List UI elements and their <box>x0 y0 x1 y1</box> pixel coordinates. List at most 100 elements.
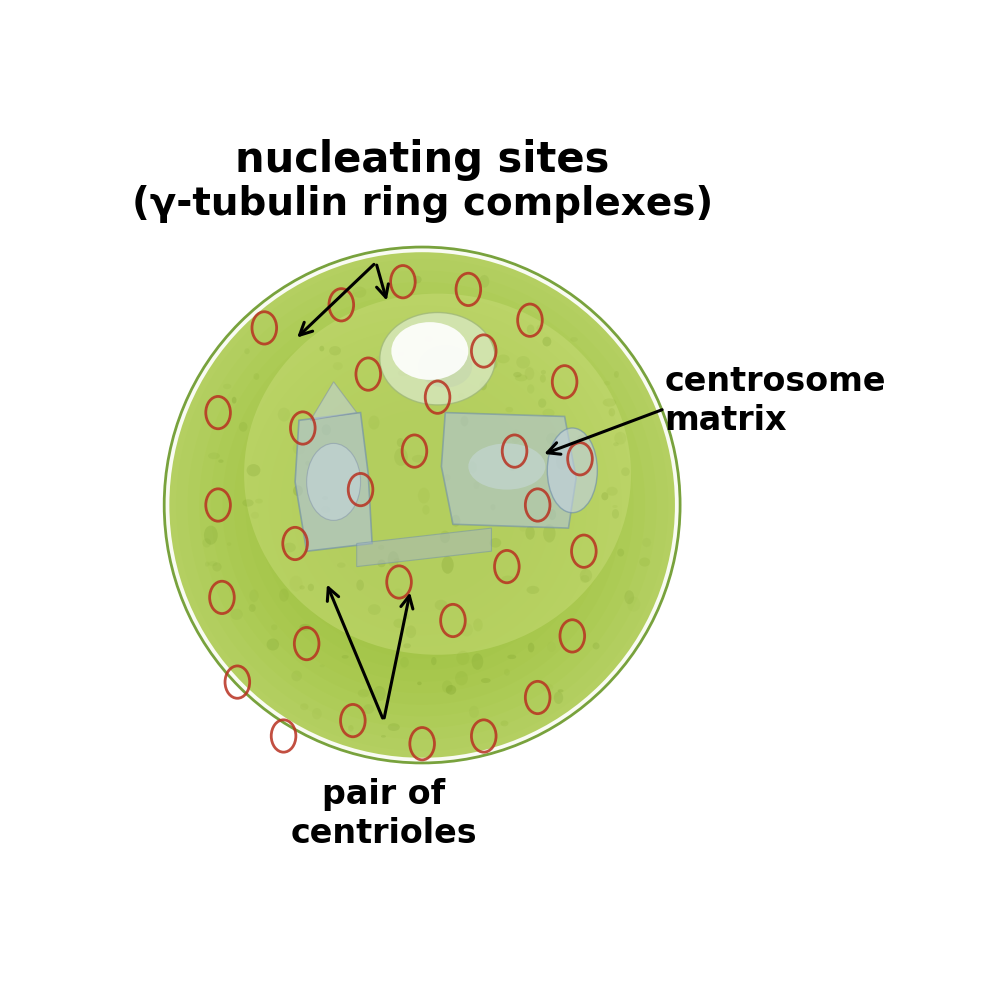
Ellipse shape <box>511 430 521 443</box>
Ellipse shape <box>280 363 564 647</box>
Ellipse shape <box>289 576 302 592</box>
Ellipse shape <box>468 706 478 718</box>
Ellipse shape <box>627 597 640 612</box>
Ellipse shape <box>525 526 535 540</box>
Polygon shape <box>310 382 356 420</box>
Polygon shape <box>441 413 576 528</box>
Ellipse shape <box>540 374 546 383</box>
Ellipse shape <box>203 538 211 547</box>
Ellipse shape <box>455 651 469 665</box>
Ellipse shape <box>303 386 541 624</box>
Ellipse shape <box>579 569 592 582</box>
Ellipse shape <box>542 409 554 417</box>
Ellipse shape <box>208 561 218 566</box>
Ellipse shape <box>367 604 380 615</box>
Ellipse shape <box>441 556 453 574</box>
Ellipse shape <box>199 282 645 728</box>
Ellipse shape <box>507 655 516 659</box>
Ellipse shape <box>412 276 421 283</box>
Ellipse shape <box>279 589 289 602</box>
Ellipse shape <box>614 371 618 378</box>
Ellipse shape <box>417 488 429 504</box>
Ellipse shape <box>504 669 510 676</box>
Ellipse shape <box>642 538 651 547</box>
Ellipse shape <box>257 340 587 670</box>
Ellipse shape <box>540 684 553 691</box>
Ellipse shape <box>445 685 455 695</box>
Ellipse shape <box>557 689 563 692</box>
Ellipse shape <box>556 453 567 470</box>
Ellipse shape <box>528 643 534 652</box>
Ellipse shape <box>319 346 324 351</box>
Ellipse shape <box>473 482 478 489</box>
Ellipse shape <box>249 589 259 602</box>
Ellipse shape <box>377 560 385 567</box>
Ellipse shape <box>393 588 402 600</box>
Ellipse shape <box>444 361 456 378</box>
Ellipse shape <box>305 461 310 466</box>
Ellipse shape <box>411 455 424 463</box>
Ellipse shape <box>239 422 247 432</box>
Ellipse shape <box>320 506 330 513</box>
Ellipse shape <box>223 384 231 389</box>
Ellipse shape <box>393 558 400 562</box>
Ellipse shape <box>251 512 259 519</box>
Ellipse shape <box>337 562 345 568</box>
Ellipse shape <box>457 393 464 399</box>
Ellipse shape <box>291 671 302 681</box>
Ellipse shape <box>253 373 259 380</box>
Ellipse shape <box>500 576 514 584</box>
Ellipse shape <box>205 562 209 567</box>
Ellipse shape <box>513 372 522 377</box>
Ellipse shape <box>278 408 290 421</box>
Ellipse shape <box>211 293 633 717</box>
Ellipse shape <box>234 317 610 693</box>
Ellipse shape <box>592 642 599 649</box>
Ellipse shape <box>188 270 656 740</box>
Ellipse shape <box>536 325 543 331</box>
Ellipse shape <box>505 407 513 412</box>
Ellipse shape <box>244 348 250 354</box>
Ellipse shape <box>439 531 449 543</box>
Ellipse shape <box>606 487 617 496</box>
Ellipse shape <box>617 549 624 557</box>
Ellipse shape <box>541 370 546 374</box>
Ellipse shape <box>468 462 476 473</box>
Ellipse shape <box>546 433 558 445</box>
Ellipse shape <box>416 682 421 685</box>
Ellipse shape <box>500 721 508 726</box>
Ellipse shape <box>547 428 597 513</box>
Ellipse shape <box>299 624 310 631</box>
Ellipse shape <box>378 545 384 550</box>
Ellipse shape <box>394 448 407 466</box>
Ellipse shape <box>397 370 407 376</box>
Ellipse shape <box>526 586 539 594</box>
Ellipse shape <box>602 398 616 407</box>
Text: nucleating sites: nucleating sites <box>235 139 609 181</box>
Text: centrosome
matrix: centrosome matrix <box>664 365 886 437</box>
Ellipse shape <box>341 655 348 659</box>
Ellipse shape <box>396 438 403 447</box>
Ellipse shape <box>418 345 471 388</box>
Ellipse shape <box>227 542 231 546</box>
Ellipse shape <box>460 416 467 426</box>
Ellipse shape <box>624 590 634 604</box>
Ellipse shape <box>363 704 373 714</box>
Ellipse shape <box>292 375 552 635</box>
Ellipse shape <box>621 467 629 476</box>
Ellipse shape <box>222 305 622 705</box>
Ellipse shape <box>542 337 551 346</box>
Ellipse shape <box>525 367 534 380</box>
Ellipse shape <box>397 351 404 357</box>
Ellipse shape <box>308 584 314 591</box>
Ellipse shape <box>312 708 321 719</box>
Ellipse shape <box>326 410 518 600</box>
Ellipse shape <box>321 424 331 435</box>
Ellipse shape <box>489 538 500 548</box>
Ellipse shape <box>603 381 610 385</box>
Ellipse shape <box>612 505 617 508</box>
Ellipse shape <box>357 689 369 697</box>
Text: (γ-tubulin ring complexes): (γ-tubulin ring complexes) <box>131 185 712 223</box>
Ellipse shape <box>387 551 398 567</box>
Ellipse shape <box>391 322 467 380</box>
